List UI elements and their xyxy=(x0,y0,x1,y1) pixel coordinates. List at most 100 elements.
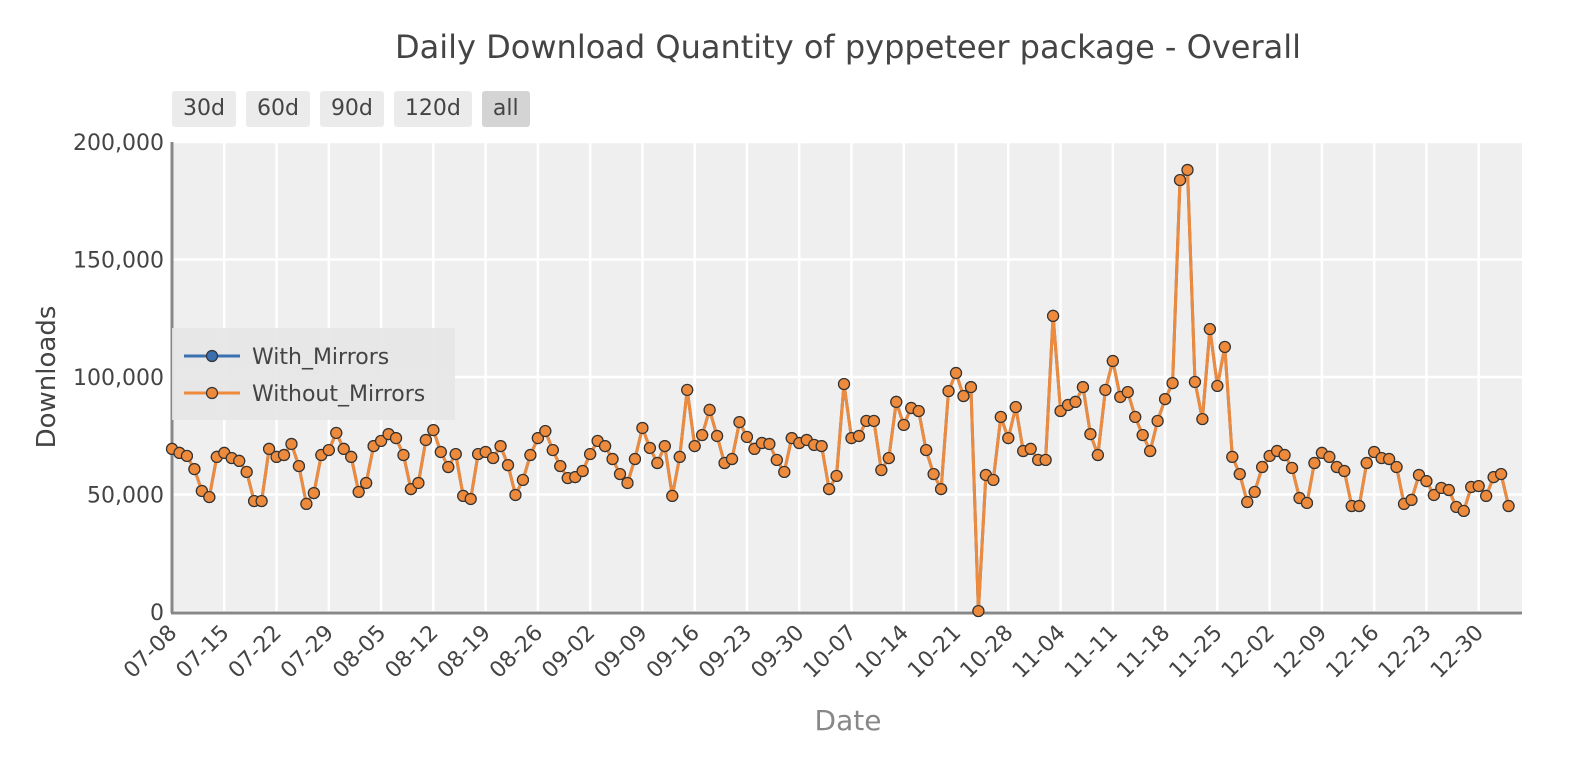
x-tick-label: 09-23 xyxy=(694,621,757,684)
data-point xyxy=(696,428,709,442)
x-tick-label: 12-09 xyxy=(1269,621,1332,684)
data-point xyxy=(778,465,791,479)
range-button[interactable]: 30d xyxy=(172,91,236,127)
x-tick-label: 10-28 xyxy=(956,621,1019,684)
range-button[interactable]: 60d xyxy=(245,91,310,127)
x-axis-title: Date xyxy=(815,704,882,737)
chart-title: Daily Download Quantity of pyppeteer pac… xyxy=(395,28,1301,66)
legend: With_Mirrors Without_Mirrors xyxy=(172,328,455,420)
data-point xyxy=(1144,444,1157,458)
data-point xyxy=(434,445,447,459)
data-point xyxy=(964,381,978,394)
data-point xyxy=(1158,392,1172,406)
data-point xyxy=(636,421,649,435)
data-point xyxy=(464,492,477,506)
data-point xyxy=(658,439,671,453)
legend-marker xyxy=(205,386,219,400)
data-point xyxy=(912,404,925,418)
y-tick-label: 150,000 xyxy=(73,249,164,274)
data-point xyxy=(666,489,679,503)
data-point xyxy=(300,497,313,510)
data-point xyxy=(1457,504,1470,518)
data-point xyxy=(1248,485,1261,499)
data-point xyxy=(920,443,933,457)
data-point xyxy=(277,448,291,462)
data-point xyxy=(1360,456,1373,470)
data-point xyxy=(233,454,246,467)
data-point xyxy=(1390,460,1403,474)
data-point xyxy=(897,418,910,432)
data-point xyxy=(598,439,612,453)
data-point xyxy=(524,448,537,462)
data-point xyxy=(643,441,656,455)
data-point xyxy=(412,476,425,490)
data-point xyxy=(449,447,462,461)
data-point xyxy=(1196,412,1209,426)
data-point xyxy=(621,476,634,490)
data-point xyxy=(1039,453,1052,467)
data-point xyxy=(1218,340,1231,354)
data-point xyxy=(1091,448,1104,462)
x-tick-label: 11-18 xyxy=(1112,621,1175,684)
data-point xyxy=(1181,163,1194,177)
data-point xyxy=(606,452,619,466)
data-point xyxy=(576,464,589,478)
x-tick-label: 12-02 xyxy=(1217,621,1280,684)
y-tick-label: 100,000 xyxy=(73,366,164,391)
data-point xyxy=(733,416,746,429)
data-point xyxy=(494,439,507,453)
data-point xyxy=(710,429,724,443)
data-point xyxy=(1308,456,1321,470)
data-point xyxy=(673,450,686,463)
x-tick-label: 09-09 xyxy=(590,621,653,684)
data-point xyxy=(1353,499,1366,513)
data-point xyxy=(1076,381,1090,394)
range-selector: 30d 60d 90d 120d all xyxy=(172,91,530,127)
data-point xyxy=(1002,432,1015,445)
x-tick-label: 12-16 xyxy=(1322,621,1385,684)
data-point xyxy=(337,442,350,456)
data-point xyxy=(837,377,851,391)
data-point xyxy=(1188,375,1202,389)
data-point xyxy=(1405,493,1418,507)
data-point xyxy=(934,482,948,496)
data-point xyxy=(830,469,843,483)
data-point xyxy=(1278,448,1291,462)
data-point xyxy=(188,463,201,476)
x-tick-label: 09-16 xyxy=(642,621,705,684)
data-point xyxy=(516,473,530,487)
series-layer xyxy=(165,163,1515,618)
x-tick-label: 11-04 xyxy=(1008,621,1071,684)
x-tick-label: 12-23 xyxy=(1374,621,1437,684)
data-point xyxy=(972,604,985,618)
data-point xyxy=(546,443,559,457)
x-tick-label: 07-22 xyxy=(224,621,287,684)
data-point xyxy=(1166,377,1179,390)
data-point xyxy=(427,424,440,437)
data-point xyxy=(957,389,970,403)
data-point xyxy=(949,366,963,380)
data-point xyxy=(1338,464,1351,478)
data-point xyxy=(1024,442,1037,456)
data-point xyxy=(1046,309,1060,322)
range-button[interactable]: 120d xyxy=(393,91,472,127)
data-point xyxy=(1502,499,1515,513)
y-tick-label: 50,000 xyxy=(87,484,164,509)
range-button[interactable]: all xyxy=(481,91,530,127)
data-point xyxy=(1420,475,1433,488)
data-point xyxy=(397,448,410,462)
x-tick-label: 10-14 xyxy=(851,621,914,684)
range-button[interactable]: 90d xyxy=(319,91,384,127)
x-tick-label: 09-02 xyxy=(537,621,600,684)
data-point xyxy=(255,494,268,508)
data-point xyxy=(307,486,320,500)
x-tick-label: 08-05 xyxy=(328,621,391,684)
data-point xyxy=(815,439,828,453)
y-axis-title: Downloads xyxy=(32,306,62,449)
data-point xyxy=(262,442,276,456)
data-point xyxy=(927,467,940,481)
data-point xyxy=(681,383,694,397)
data-point xyxy=(994,410,1007,424)
data-point xyxy=(180,449,194,463)
